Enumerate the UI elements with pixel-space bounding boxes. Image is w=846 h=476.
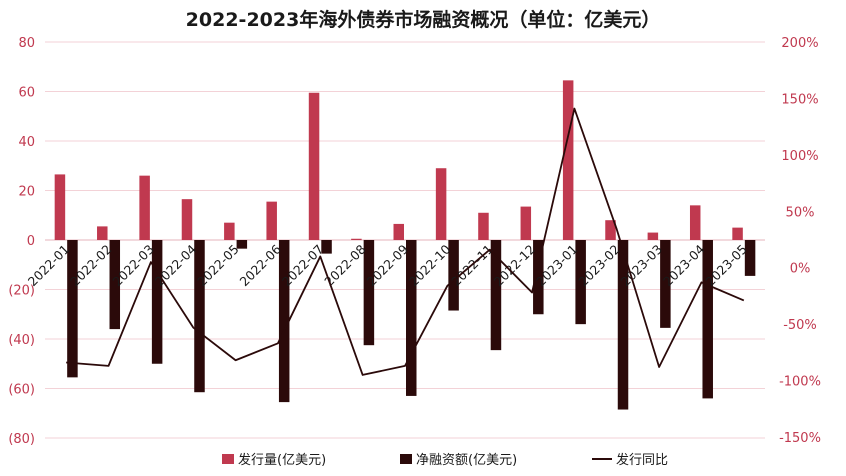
- net-bar: [617, 240, 629, 410]
- series-yoy-line: [66, 107, 745, 376]
- y-axis-left: 80 60 40 20 0 (20) (40) (60) (80): [8, 36, 35, 447]
- legend-label-net: 净融资额(亿美元): [416, 453, 517, 468]
- issue-bar: [435, 168, 447, 240]
- y-left-tick-label: (40): [8, 333, 35, 348]
- issue-bar: [520, 206, 532, 240]
- net-bar: [533, 240, 544, 315]
- net-bar: [575, 240, 586, 325]
- chart-title: 2022-2023年海外债券市场融资概况（单位：亿美元）: [186, 8, 661, 31]
- y-right-tick-label: -100%: [779, 375, 821, 390]
- y-right-tick-label: -150%: [779, 431, 821, 446]
- net-bar: [321, 240, 332, 254]
- legend-swatch-net: [400, 454, 412, 464]
- net-bar: [278, 240, 290, 403]
- y-right-tick-label: -50%: [783, 318, 817, 333]
- issue-bar: [181, 199, 193, 240]
- issue-bar: [266, 201, 277, 240]
- y-left-tick-label: (80): [8, 432, 35, 447]
- issue-bar: [351, 238, 362, 240]
- net-bar: [236, 240, 248, 249]
- y-right-tick-label: 200%: [781, 36, 818, 51]
- net-bar: [660, 240, 671, 328]
- issue-bar: [54, 174, 66, 240]
- legend-label-yoy: 发行同比: [616, 452, 668, 468]
- issue-bar: [562, 80, 574, 240]
- y-right-tick-label: 150%: [781, 92, 818, 107]
- issue-bar: [647, 232, 659, 240]
- issue-bar: [732, 227, 743, 240]
- y-left-tick-label: 0: [27, 234, 35, 249]
- y-left-tick-label: 40: [18, 135, 35, 150]
- x-axis-ticks: 2022-012022-022022-032022-042022-052022-…: [25, 241, 750, 289]
- y-left-tick-label: 60: [18, 86, 35, 101]
- y-left-tick-label: (20): [8, 284, 35, 299]
- series-net-bars: [67, 240, 756, 410]
- net-bar: [67, 240, 78, 378]
- series-issue-bars: [54, 80, 743, 240]
- net-bar: [744, 240, 756, 276]
- issue-bar: [97, 226, 108, 240]
- net-bar: [490, 240, 502, 351]
- grid-lines: [45, 41, 765, 439]
- y-left-tick-label: 80: [18, 36, 35, 51]
- net-bar: [702, 240, 713, 399]
- issue-bar: [224, 222, 235, 240]
- issue-bar: [478, 212, 489, 240]
- net-bar: [109, 240, 121, 330]
- issue-bar: [139, 175, 150, 240]
- yoy-line: [66, 107, 745, 376]
- legend-swatch-issue: [222, 454, 234, 464]
- issue-bar: [605, 220, 616, 240]
- net-bar: [363, 240, 375, 346]
- legend-label-issue: 发行量(亿美元): [238, 452, 326, 468]
- net-bar: [194, 240, 205, 393]
- y-left-tick-label: 20: [18, 185, 35, 200]
- y-right-tick-label: 50%: [786, 205, 815, 220]
- net-bar: [448, 240, 459, 311]
- net-bar: [406, 240, 417, 396]
- y-left-tick-label: (60): [8, 383, 35, 398]
- issue-bar: [689, 205, 701, 240]
- net-bar: [151, 240, 163, 364]
- y-axis-right: 200% 150% 100% 50% 0% -50% -100% -150%: [779, 36, 821, 446]
- legend: 发行量(亿美元) 净融资额(亿美元) 发行同比: [222, 452, 668, 468]
- y-right-tick-label: 100%: [781, 149, 818, 164]
- y-right-tick-label: 0%: [790, 262, 811, 277]
- issue-bar: [393, 223, 404, 240]
- issue-bar: [308, 92, 320, 240]
